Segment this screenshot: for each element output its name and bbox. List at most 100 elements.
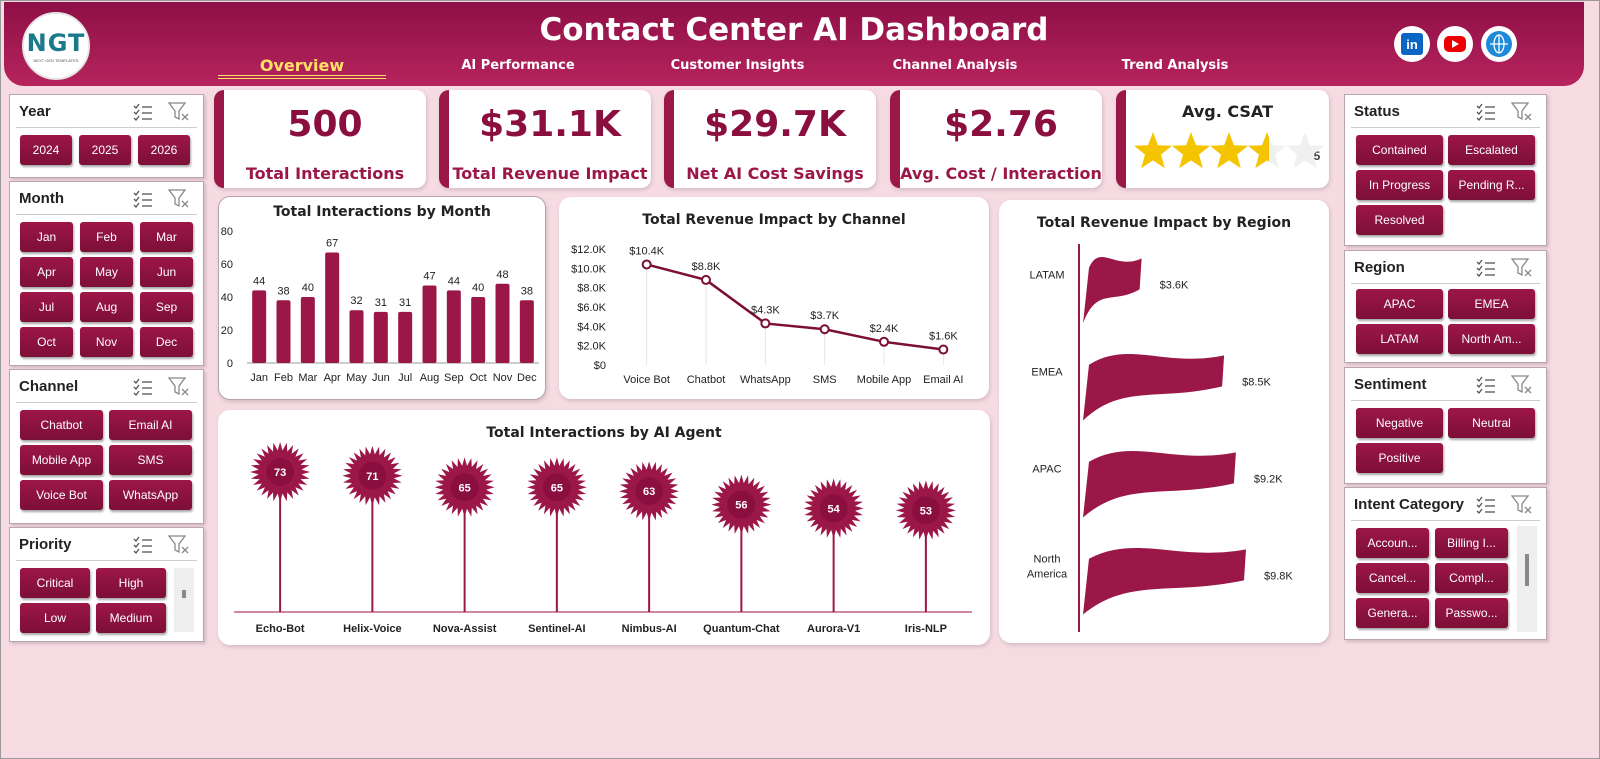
data-label: 54 [828,503,841,515]
region-bar [1083,548,1246,615]
x-tick-label: May [346,372,367,384]
clear-filter-icon[interactable] [1511,495,1533,515]
tab-channel-analysis[interactable]: Channel Analysis [892,58,1018,73]
slicer-item-mar[interactable]: Mar [140,222,193,252]
slicer-item-complaint[interactable]: Compl... [1435,563,1508,593]
slicer-title: Sentiment [1354,376,1427,393]
slicer-item-mobile-app[interactable]: Mobile App [20,445,103,475]
slicer-item-neutral[interactable]: Neutral [1448,408,1535,438]
slicer-item-resolved[interactable]: Resolved [1356,205,1443,235]
slicer-item-apac[interactable]: APAC [1356,289,1443,319]
tab-customer-insights[interactable]: Customer Insights [670,58,805,73]
slicer-item-feb[interactable]: Feb [80,222,133,252]
slicer-item-sep[interactable]: Sep [140,292,193,322]
multi-select-icon[interactable] [133,536,153,554]
data-point [938,344,949,355]
slicer-item-2025[interactable]: 2025 [79,135,131,165]
slicer-item-aug[interactable]: Aug [80,292,133,322]
clear-filter-icon[interactable] [168,102,190,122]
chart-title: Total Revenue Impact by Region [1036,215,1292,231]
slicer-item-pending[interactable]: Pending R... [1448,170,1535,200]
data-label: $3.6K [1160,280,1189,292]
website-button[interactable] [1481,26,1517,62]
multi-select-icon[interactable] [133,190,153,208]
scrollbar[interactable] [174,568,194,632]
slicer-item-apr[interactable]: Apr [20,257,73,287]
chart-plot: $3.6K LATAM $8.5K EMEA $9.2K APAC $9.8K North Am… [1027,244,1293,632]
data-label: 63 [643,486,655,498]
slicer-item-jun[interactable]: Jun [140,257,193,287]
kpi-avg-cost-interaction: $2.76 Avg. Cost / Interaction [890,90,1102,188]
slicer-item-jul[interactable]: Jul [20,292,73,322]
tab-trend-analysis[interactable]: Trend Analysis [1121,58,1229,73]
bar [422,285,437,363]
slicer-item-2024[interactable]: 2024 [20,135,72,165]
youtube-button[interactable] [1437,26,1473,62]
slicer-item-oct[interactable]: Oct [20,327,73,357]
multi-select-icon[interactable] [1476,103,1496,121]
slicer-item-voice-bot[interactable]: Voice Bot [20,480,103,510]
slicer-item-password[interactable]: Passwo... [1435,598,1508,628]
x-tick-label: Aurora-V1 [807,623,860,635]
slicer-item-north-america[interactable]: North Am... [1448,324,1535,354]
x-tick-label: Apr [324,372,341,384]
slicer-item-in-progress[interactable]: In Progress [1356,170,1443,200]
multi-select-icon[interactable] [1476,496,1496,514]
slicer-item-cancel[interactable]: Cancel... [1356,563,1429,593]
slicer-intent-category: Intent Category Accoun... Billing I... C… [1344,487,1547,640]
data-label: 65 [459,482,471,494]
data-label: 67 [326,237,338,249]
bar [446,290,461,363]
scrollbar-thumb[interactable] [1525,554,1529,586]
slicer-item-high[interactable]: High [96,568,166,598]
slicer-item-general[interactable]: Genera... [1356,598,1429,628]
slicer-item-billing[interactable]: Billing I... [1435,528,1508,558]
header-bar: NGT NEXT GEN TEMPLATES Contact Center AI… [4,2,1584,86]
scrollbar-thumb[interactable] [182,590,186,598]
kpi-total-interactions: 500 Total Interactions [214,90,426,188]
slicer-item-positive[interactable]: Positive [1356,443,1443,473]
kpi-label: Total Interactions [245,164,405,183]
clear-filter-icon[interactable] [168,377,190,397]
slicer-item-emea[interactable]: EMEA [1448,289,1535,319]
slicer-item-2026[interactable]: 2026 [138,135,190,165]
data-label: 32 [350,295,362,307]
tab-overview[interactable]: Overview [259,56,345,75]
clear-filter-icon[interactable] [1511,102,1533,122]
tab-ai-performance[interactable]: AI Performance [461,58,575,73]
star-icon [1172,132,1210,169]
slicer-item-jan[interactable]: Jan [20,222,73,252]
slicer-item-email-ai[interactable]: Email AI [109,410,192,440]
slicer-item-negative[interactable]: Negative [1356,408,1443,438]
linkedin-button[interactable]: in [1394,26,1430,62]
clear-filter-icon[interactable] [168,535,190,555]
kpi-label: Total Revenue Impact [452,164,648,183]
slicer-item-critical[interactable]: Critical [20,568,90,598]
slicer-item-medium[interactable]: Medium [96,603,166,633]
clear-filter-icon[interactable] [168,189,190,209]
multi-select-icon[interactable] [133,103,153,121]
clear-filter-icon[interactable] [1511,258,1533,278]
data-label: $1.6K [929,331,958,343]
y-tick-label: APAC [1032,464,1061,476]
slicer-item-whatsapp[interactable]: WhatsApp [109,480,192,510]
clear-filter-icon[interactable] [1511,375,1533,395]
slicer-item-low[interactable]: Low [20,603,90,633]
data-label: 47 [423,270,435,282]
slicer-item-escalated[interactable]: Escalated [1448,135,1535,165]
multi-select-icon[interactable] [1476,376,1496,394]
multi-select-icon[interactable] [133,378,153,396]
slicer-item-may[interactable]: May [80,257,133,287]
kpi-avg-csat: Avg. CSAT 3.55 [1116,90,1329,188]
multi-select-icon[interactable] [1476,259,1496,277]
slicer-item-latam[interactable]: LATAM [1356,324,1443,354]
slicer-item-contained[interactable]: Contained [1356,135,1443,165]
slicer-item-account[interactable]: Accoun... [1356,528,1429,558]
scrollbar[interactable] [1517,526,1537,632]
data-label: 44 [448,275,460,287]
slicer-item-dec[interactable]: Dec [140,327,193,357]
slicer-item-sms[interactable]: SMS [109,445,192,475]
slicer-item-nov[interactable]: Nov [80,327,133,357]
burst-center [542,473,571,502]
slicer-item-chatbot[interactable]: Chatbot [20,410,103,440]
